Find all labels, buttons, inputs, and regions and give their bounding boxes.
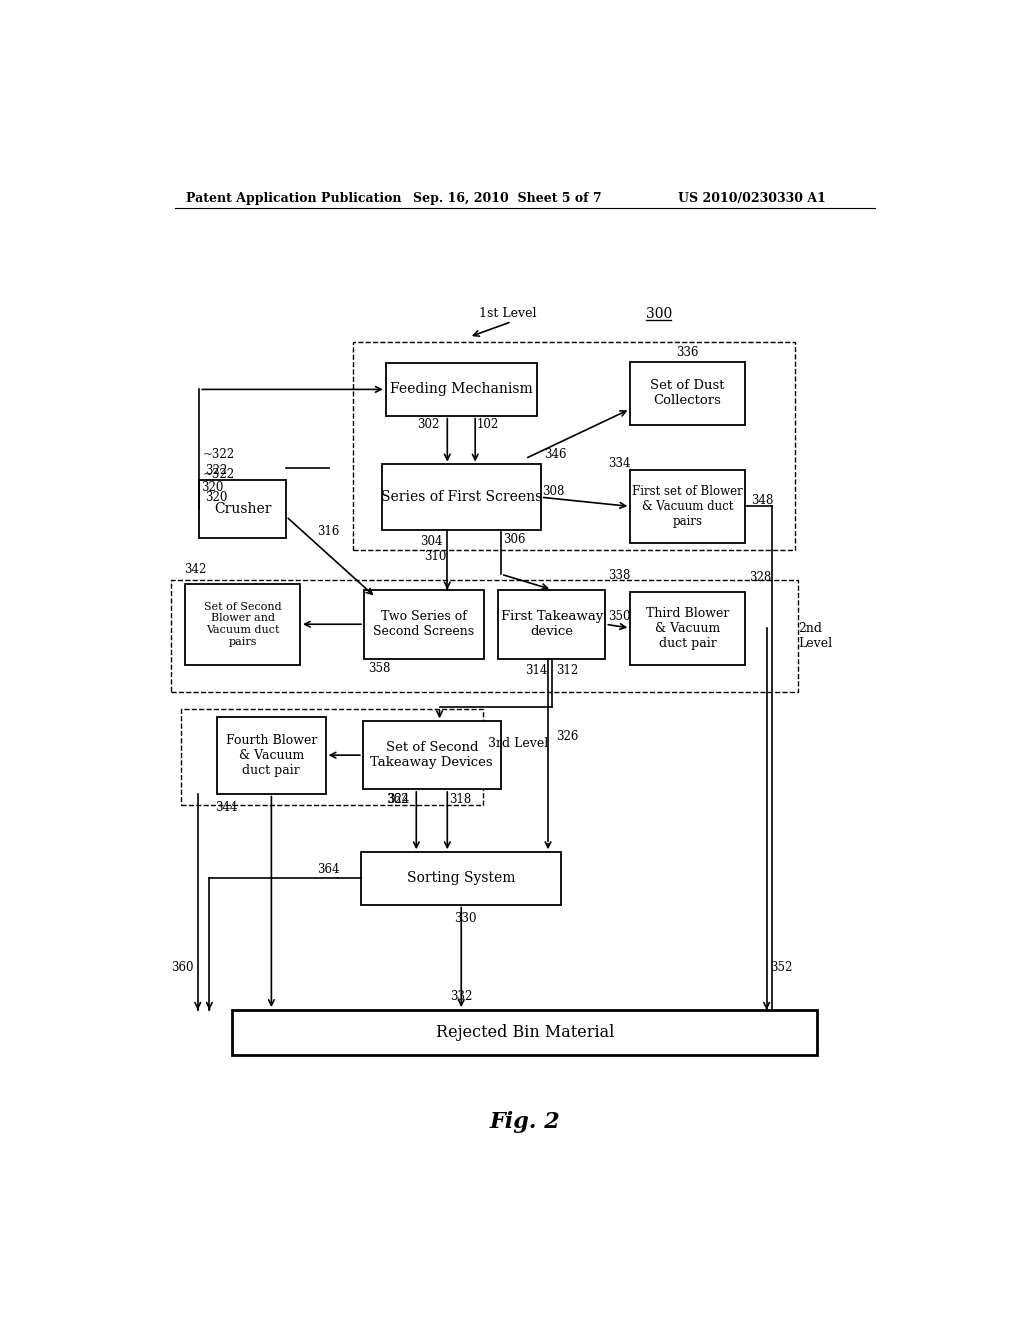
Text: 308: 308 (543, 484, 564, 498)
Bar (180, 709, 483, 805)
Text: 338: 338 (607, 569, 630, 582)
Text: First set of Blower
& Vacuum duct
pairs: First set of Blower & Vacuum duct pairs (632, 484, 743, 528)
Text: Sorting System: Sorting System (407, 871, 515, 886)
Text: 342: 342 (183, 564, 206, 577)
Text: Set of Second
Takeaway Devices: Set of Second Takeaway Devices (371, 741, 494, 770)
Text: First Takeaway
device: First Takeaway device (501, 610, 603, 639)
Bar (232, 1010, 817, 1055)
Text: 320: 320 (202, 480, 224, 494)
Text: 314: 314 (524, 664, 547, 677)
Text: 358: 358 (368, 661, 390, 675)
Text: Series of First Screens: Series of First Screens (381, 490, 542, 504)
Bar (171, 581, 799, 692)
Text: 330: 330 (454, 912, 476, 925)
Text: Set of Second
Blower and
Vacuum duct
pairs: Set of Second Blower and Vacuum duct pai… (204, 602, 282, 647)
Bar (200, 480, 286, 537)
Bar (352, 342, 795, 549)
Text: Fig. 2: Fig. 2 (489, 1111, 560, 1134)
Text: ~322: ~322 (203, 467, 236, 480)
Bar (630, 591, 744, 665)
Text: 3rd Level: 3rd Level (488, 737, 549, 750)
Bar (217, 717, 326, 793)
Bar (386, 363, 537, 416)
Text: Fourth Blower
& Vacuum
duct pair: Fourth Blower & Vacuum duct pair (225, 734, 317, 776)
Text: 300: 300 (646, 308, 672, 321)
Text: 332: 332 (451, 990, 472, 1003)
Text: 362: 362 (386, 793, 409, 807)
Text: 310: 310 (424, 550, 446, 564)
Text: 322: 322 (206, 463, 227, 477)
Text: ~322: ~322 (203, 449, 234, 462)
Bar (362, 721, 501, 789)
Text: Rejected Bin Material: Rejected Bin Material (435, 1024, 614, 1041)
Text: 344: 344 (216, 801, 238, 814)
Text: Patent Application Publication: Patent Application Publication (186, 191, 401, 205)
Bar (630, 470, 744, 543)
Text: 318: 318 (449, 793, 471, 807)
Text: Feeding Mechanism: Feeding Mechanism (390, 383, 532, 396)
Text: 302: 302 (417, 418, 439, 432)
Text: 328: 328 (749, 572, 771, 585)
Text: 334: 334 (608, 457, 631, 470)
Bar (364, 590, 484, 659)
Text: 316: 316 (317, 525, 340, 539)
Text: Two Series of
Second Screens: Two Series of Second Screens (374, 610, 474, 639)
Text: Third Blower
& Vacuum
duct pair: Third Blower & Vacuum duct pair (646, 607, 729, 649)
Bar (382, 465, 541, 529)
Text: 306: 306 (503, 533, 525, 545)
Text: 1st Level: 1st Level (479, 308, 537, 321)
Text: 352: 352 (770, 961, 793, 974)
Bar (499, 590, 605, 659)
Text: 350: 350 (607, 610, 630, 623)
Text: 336: 336 (676, 346, 698, 359)
Text: 2nd
Level: 2nd Level (799, 622, 833, 649)
Text: 324: 324 (387, 793, 410, 807)
Text: US 2010/0230330 A1: US 2010/0230330 A1 (678, 191, 826, 205)
Text: Crusher: Crusher (214, 502, 271, 516)
Bar (361, 853, 561, 904)
Bar (185, 583, 300, 665)
Text: Set of Dust
Collectors: Set of Dust Collectors (650, 379, 725, 408)
Text: 320: 320 (206, 491, 228, 504)
Text: Sep. 16, 2010  Sheet 5 of 7: Sep. 16, 2010 Sheet 5 of 7 (414, 191, 602, 205)
Text: 360: 360 (171, 961, 194, 974)
Text: 364: 364 (317, 862, 340, 875)
Text: 312: 312 (556, 664, 579, 677)
Bar (630, 362, 744, 425)
Text: 102: 102 (477, 418, 499, 432)
Text: 304: 304 (420, 535, 442, 548)
Text: 346: 346 (545, 449, 567, 462)
Text: 348: 348 (751, 494, 773, 507)
Text: 326: 326 (556, 730, 579, 743)
